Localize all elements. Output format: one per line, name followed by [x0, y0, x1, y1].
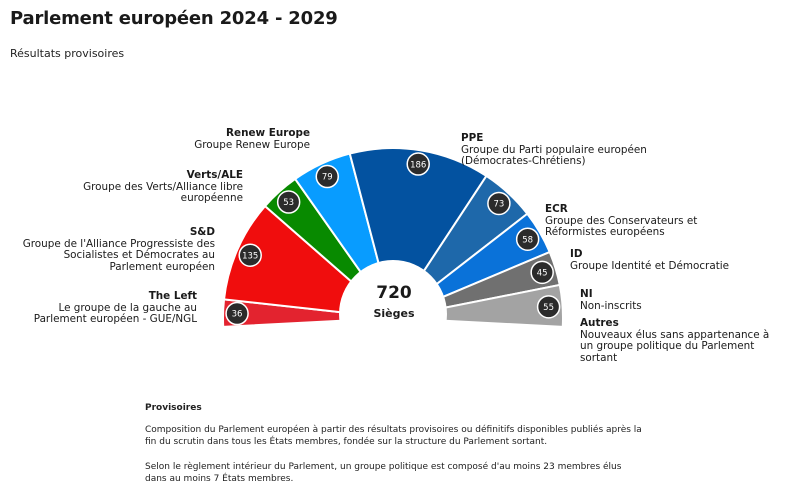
seat-badge-ecr: [487, 191, 511, 216]
seat-badge-s-d: [238, 243, 262, 267]
group-name: Renew Europe: [226, 127, 310, 139]
seat-count-s-d: 135: [242, 251, 258, 261]
seat-count-the-left: 36: [232, 310, 243, 320]
page-subtitle: Résultats provisoires: [10, 47, 125, 60]
seat-badge-ppe: [406, 152, 430, 176]
seat-count-ni: 45: [537, 269, 548, 279]
notes-title: Provisoires: [145, 403, 202, 413]
seat-badge-ni: [530, 260, 554, 285]
seat-badge-verts-ale: [276, 190, 301, 214]
group-description: Groupe de l'Alliance Progressiste des So…: [22, 237, 215, 273]
label-ecr: ECR Groupe des Conservateurs et Réformist…: [545, 203, 720, 239]
group-name: Autres: [580, 317, 619, 329]
seat-count-autres: 55: [543, 303, 554, 313]
group-description: Groupe des Verts/Alliance libre européen…: [83, 180, 243, 204]
page-title: Parlement européen 2024 - 2029: [10, 8, 338, 29]
seat-count-ppe: 186: [410, 160, 426, 170]
seat-count-ecr: 73: [493, 200, 504, 210]
notes-paragraph: Composition du Parlement européen à part…: [145, 424, 642, 448]
label-id: ID Groupe Identité et Démocratie: [570, 248, 760, 272]
group-description: Groupe du Parti populaire européen (Démo…: [461, 143, 647, 167]
label-autres: Autres Nouveaux élus sans appartenance à …: [580, 317, 780, 364]
group-name: ECR: [545, 203, 568, 215]
group-description: Groupe Renew Europe: [194, 138, 310, 151]
total-seats-label: Sièges: [373, 307, 415, 320]
total-seats-value: 720: [376, 283, 412, 303]
group-name: ID: [570, 248, 583, 260]
group-description: Nouveaux élus sans appartenance à un gro…: [580, 328, 770, 364]
group-description: Groupe des Conservateurs et Réformistes …: [545, 214, 698, 238]
group-description: Non-inscrits: [580, 299, 642, 312]
label-ni: NI Non-inscrits: [580, 288, 730, 312]
group-name: Verts/ALE: [186, 169, 243, 181]
seat-badge-the-left: [225, 301, 249, 326]
notes-section: Provisoires Composition du Parlement eur…: [145, 402, 645, 498]
seat-count-verts-ale: 53: [283, 198, 294, 208]
group-description: Le groupe de la gauche au Parlement euro…: [33, 301, 197, 325]
notes-paragraph: Selon le règlement intérieur du Parlemen…: [145, 461, 622, 485]
label-ppe: PPE Groupe du Parti populaire européen (D…: [461, 132, 651, 168]
label-renew-europe: Renew Europe Groupe Renew Europe: [150, 127, 310, 151]
chart-center: [339, 260, 447, 368]
group-name: S&D: [189, 226, 215, 238]
seat-count-id: 58: [522, 235, 533, 245]
seat-count-renew-europe: 79: [322, 173, 333, 183]
group-name: NI: [580, 288, 593, 300]
label-verts-ale: Verts/ALE Groupe des Verts/Alliance libre…: [60, 169, 243, 205]
seat-badge-id: [515, 227, 540, 251]
group-description: Groupe Identité et Démocratie: [570, 259, 730, 272]
label-the-left: The Left Le groupe de la gauche au Parlem…: [22, 290, 197, 326]
label-s-d: S&D Groupe de l'Alliance Progressiste des…: [22, 226, 215, 273]
seat-badge-autres: [536, 295, 561, 319]
group-name: PPE: [461, 132, 484, 144]
seat-badge-renew-europe: [315, 164, 339, 189]
group-name: The Left: [148, 290, 197, 302]
parliament-chart: 36 135 53 79 186 73 58 45 55: [223, 148, 563, 368]
